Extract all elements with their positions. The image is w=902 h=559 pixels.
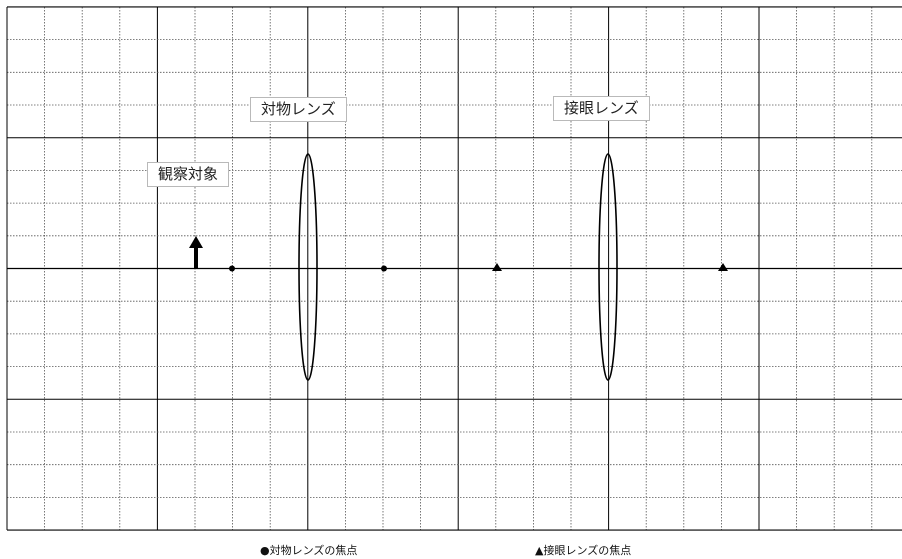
legend-eyepiece-focus: ▲接眼レンズの焦点 — [535, 544, 632, 557]
object-arrow — [189, 236, 203, 268]
eyepiece-focus-point-left — [492, 263, 502, 271]
objective-lens-label: 対物レンズ — [250, 97, 347, 122]
objective-lens-shape — [298, 153, 318, 381]
eyepiece-focus-point-right — [718, 263, 728, 271]
objective-focus-point-right — [381, 265, 387, 272]
objective-focus-point-left — [229, 265, 235, 272]
eyepiece-lens-label: 接眼レンズ — [553, 96, 650, 121]
observed-object-label: 観察対象 — [147, 162, 230, 187]
eyepiece-lens-shape — [598, 153, 618, 381]
legend-objective-focus: ●対物レンズの焦点 — [260, 544, 358, 557]
